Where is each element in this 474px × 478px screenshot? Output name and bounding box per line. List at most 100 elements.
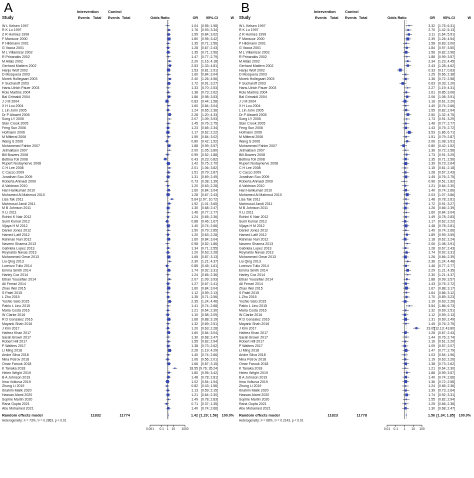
study-ci: [0.52; 1.86]	[201, 242, 218, 246]
study-point	[404, 358, 407, 361]
x-tick-label: 0.1	[159, 427, 164, 431]
study-point	[403, 99, 407, 103]
study-point	[404, 407, 407, 410]
study-point	[167, 237, 171, 241]
study-or: 1.88	[428, 277, 435, 281]
study-or: 1.27	[191, 282, 198, 286]
study-or: 1.60	[191, 331, 198, 335]
study-point	[167, 37, 171, 41]
study-name: Z R Holmes 1999	[2, 33, 29, 37]
study-or: 1.46	[428, 122, 435, 126]
header-weight: W	[231, 16, 235, 20]
study-point	[167, 68, 171, 72]
study-ci: [0.72; 2.58]	[438, 77, 455, 81]
study-ci: [0.17; 0.63]	[438, 68, 455, 72]
study-ci: [0.54; 1.94]	[201, 380, 218, 384]
study-ci: [0.92; 3.31]	[438, 251, 455, 255]
study-ci: [0.66; 2.39]	[438, 206, 455, 210]
study-name: M Allais 2002	[2, 59, 23, 63]
study-name: Harley Cox 2014	[239, 273, 265, 277]
study-point	[168, 348, 172, 352]
study-point	[405, 322, 407, 325]
study-ci: [0.71; 2.55]	[201, 246, 218, 250]
study-point	[405, 42, 408, 45]
header-odds-ratio: Odds Ratio	[150, 16, 170, 20]
study-name: Sunil Kumar 2012	[239, 220, 267, 224]
study-ci: [0.73; 2.64]	[438, 162, 455, 166]
study-name: Daniel Jones 2012	[2, 228, 31, 232]
study-name: Stan Crook 2005	[239, 122, 265, 126]
study-or: 23.05	[427, 326, 436, 330]
study-or: 1.33	[191, 86, 198, 90]
study-or: 1.16	[428, 99, 435, 103]
study-point	[404, 73, 407, 76]
header-or: OR	[193, 16, 199, 20]
study-point	[167, 255, 171, 259]
study-ci: [0.65; 2.36]	[201, 273, 218, 277]
study-name: Stan Crook 2005	[2, 122, 28, 126]
study-name: F Sucharoff 2003	[239, 82, 266, 86]
study-or: 2.35	[191, 300, 198, 304]
study-point	[164, 157, 167, 161]
study-ci: [0.91; 3.27]	[201, 82, 218, 86]
study-name: Mohammed Fahim 2007	[2, 144, 40, 148]
study-or: 1.55	[428, 108, 435, 112]
study-point	[405, 371, 408, 374]
study-or: 1.45	[428, 322, 435, 326]
study-point	[404, 126, 408, 130]
x-tick-label: 0.001	[146, 427, 154, 431]
study-ci: [0.84; 3.02]	[201, 135, 218, 139]
study-ci: [0.68; 2.47]	[438, 406, 455, 410]
study-name: Wang S 2006	[2, 139, 23, 143]
study-name: Nina Petrov 2018	[2, 358, 29, 362]
study-ci: [0.56; 2.01]	[201, 358, 218, 362]
study-point	[405, 118, 408, 120]
study-name: P Hildmann 2001	[239, 42, 266, 46]
study-ci: [0.69; 2.49]	[201, 175, 218, 179]
study-point	[404, 229, 407, 232]
study-or: 1.12	[428, 313, 435, 317]
study-ci: [1.24; 4.46]	[201, 300, 218, 304]
study-point	[405, 215, 407, 218]
study-name: Zhao Wei 2015	[2, 286, 26, 290]
x-tick-label: 10	[411, 427, 415, 431]
study-point	[404, 389, 407, 392]
study-or: 1.24	[191, 215, 198, 219]
study-or: 2.20	[191, 59, 198, 63]
study-name: M L Villamizar 2002	[239, 50, 270, 54]
study-point	[404, 362, 408, 366]
study-point	[405, 202, 408, 205]
study-ci: [1.28; 4.62]	[438, 64, 455, 68]
study-name: Lorenzo Tulio 2014	[239, 264, 269, 268]
study-point	[167, 91, 170, 94]
study-point	[167, 331, 171, 334]
pooled-total2: 11774	[120, 414, 131, 418]
study-point	[404, 367, 406, 369]
study-point	[406, 242, 408, 245]
study-ci: [0.73; 2.62]	[201, 344, 218, 348]
study-name: Maria Costa 2016	[239, 309, 267, 313]
study-or: 1.30	[191, 206, 198, 210]
study-ci: [0.74; 2.66]	[438, 375, 455, 379]
study-ci: [0.74; 2.68]	[201, 304, 218, 308]
study-ci: [0.62; 2.22]	[201, 131, 218, 135]
study-or: 1.24	[191, 273, 198, 277]
study-point	[405, 295, 408, 299]
study-name: Maria Costa 2016	[2, 309, 30, 313]
study-name: Liu Qing 2013	[2, 260, 24, 264]
study-ci: [0.82; 2.96]	[438, 50, 455, 54]
study-or: 1.58	[428, 42, 435, 46]
pooled-total2: 11778	[357, 414, 367, 418]
study-ci: [0.51; 1.82]	[438, 180, 455, 184]
study-name: Sophie Martin 2020	[239, 398, 269, 402]
study-point	[165, 402, 168, 405]
study-name: Daniel Jones 2012	[239, 228, 268, 232]
x-tick-label: 10	[172, 427, 176, 431]
study-name: Andre Silva 2018	[239, 353, 266, 357]
study-point	[168, 64, 172, 67]
study-name: X Li 2011	[2, 211, 17, 215]
study-ci: [0.76; 2.74]	[438, 335, 455, 339]
study-ci: [0.37; 1.35]	[201, 402, 218, 406]
study-or: 1.18	[428, 237, 435, 241]
study-name: Rahman Nuri 2012	[239, 237, 268, 241]
